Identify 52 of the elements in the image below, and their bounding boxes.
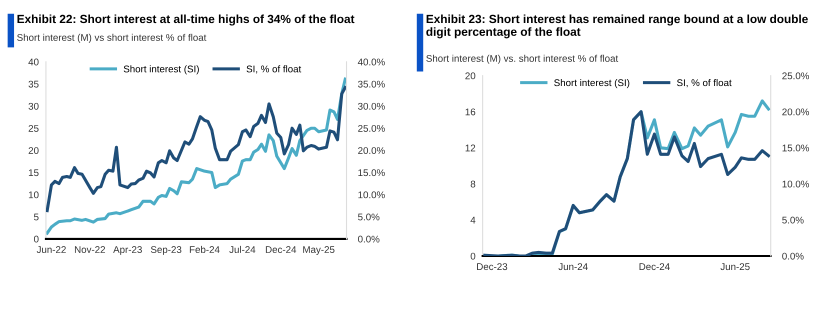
y-tick-label: 10: [28, 191, 39, 198]
y2-tick-label: 25.0%: [782, 72, 810, 80]
line-series: [46, 86, 347, 212]
x-tick-label: Sep-23: [150, 246, 182, 255]
legend-label: SI, % of float: [246, 65, 302, 74]
y-tick-label: 5: [34, 214, 39, 220]
y2-tick-label: 15.0%: [358, 169, 385, 176]
y-tick-label: 20: [28, 147, 39, 154]
y-tick-label: 16: [466, 108, 476, 116]
y2-tick-label: 5.0%: [358, 214, 380, 220]
y2-tick-label: 0.0%: [358, 236, 380, 243]
y-tick-label: 0: [470, 252, 476, 260]
y-tick-label: 20: [465, 72, 476, 80]
y-tick-label: 12: [466, 144, 476, 152]
y2-tick-label: 30.0%: [358, 102, 385, 110]
x-tick-label: Jun-24: [558, 263, 588, 270]
legend-label: Short interest (SI): [554, 79, 630, 88]
x-tick-label: Jun-22: [36, 246, 66, 254]
y2-tick-label: 40.0%: [358, 58, 385, 66]
y-tick-label: 35: [28, 80, 39, 88]
legend-label: Short interest (SI): [124, 65, 199, 74]
chart-subtitle: Short interest (M) vs short interest % of float: [17, 34, 206, 43]
y2-tick-label: 35.0%: [358, 80, 385, 88]
y2-tick-label: 20.0%: [358, 147, 385, 154]
y2-tick-label: 0.0%: [782, 252, 804, 260]
y-tick-label: 25: [28, 124, 39, 132]
y-tick-label: 4: [470, 216, 476, 224]
y2-tick-label: 10.0%: [358, 191, 385, 198]
y-tick-label: 8: [470, 180, 476, 188]
chart-title: Exhibit 23: Short interest has remained range bound at a low double digit percentage of the float: [426, 14, 808, 38]
y-tick-label: 40: [28, 58, 39, 66]
x-tick-label: Jul-24: [229, 246, 256, 254]
line-series: [46, 78, 347, 235]
y2-tick-label: 10.0%: [782, 180, 810, 188]
x-tick-label: Apr-23: [113, 246, 142, 255]
x-tick-label: Dec-24: [640, 263, 670, 270]
x-tick-label: Dec-24: [266, 246, 296, 254]
x-tick-label: May-25: [303, 246, 334, 255]
y2-tick-label: 25.0%: [358, 124, 385, 132]
y2-tick-label: 20.0%: [782, 108, 810, 116]
x-tick-label: Nov-22: [74, 246, 106, 254]
y2-tick-label: 5.0%: [782, 216, 804, 224]
x-tick-label: Feb-24: [190, 246, 220, 254]
chart-subtitle: Short interest (M) vs. short interest % of float: [426, 54, 618, 64]
x-tick-label: Dec-23: [477, 263, 508, 270]
x-tick-label: Jun-25: [720, 263, 750, 270]
y2-tick-label: 15.0%: [782, 144, 810, 152]
chart-title: Exhibit 22: Short interest at all-time highs of 34% of the float: [17, 14, 354, 26]
y-tick-label: 30: [28, 102, 39, 110]
y-tick-label: 0: [34, 236, 39, 243]
legend-label: SI, % of float: [677, 79, 732, 88]
y-tick-label: 15: [28, 169, 39, 176]
